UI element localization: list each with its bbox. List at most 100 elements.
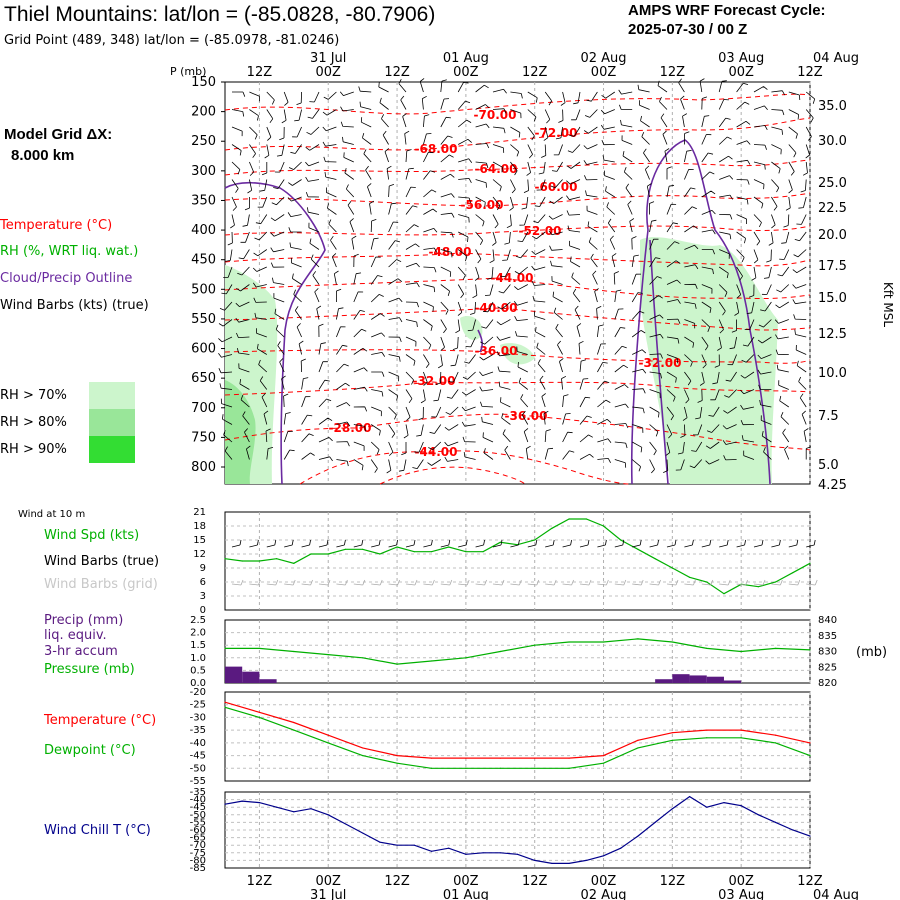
bottom-time-tick: 00Z xyxy=(453,874,479,889)
temperature-contour xyxy=(224,413,811,451)
temperature-line-point xyxy=(327,734,329,736)
legend-rh70-swatch xyxy=(89,382,135,409)
wind-speed-line-point xyxy=(534,539,536,541)
wind-speed-line-point xyxy=(602,525,605,527)
temperature-line-point xyxy=(602,754,605,757)
cloud-outline xyxy=(224,181,326,485)
top-time-tick: 12Z xyxy=(384,65,410,80)
bottom-time-tick: 12Z xyxy=(247,874,273,889)
wind-barbs-grid-row xyxy=(231,579,818,586)
temperature-line-point xyxy=(671,732,673,734)
height-axis-label: Kft MSL xyxy=(881,282,895,327)
wind-speed-line-point xyxy=(327,553,329,555)
wind-speed-line-point xyxy=(379,553,381,555)
height-tick-label: 22.5 xyxy=(818,201,847,216)
pressure-tick-label: 825 xyxy=(818,662,837,673)
pressure-line-point xyxy=(362,657,364,659)
wind-chill-line-point xyxy=(620,847,622,849)
height-tick-label: 30.0 xyxy=(818,134,847,149)
wind-chill-line-point xyxy=(362,832,364,834)
height-tick-label: 20.0 xyxy=(818,228,847,243)
wind-speed-line-point xyxy=(671,567,673,569)
wind-chill-line-point xyxy=(310,808,312,810)
pressure-tick-label: 150 xyxy=(191,75,216,90)
dewpoint-line-point xyxy=(362,754,364,757)
wind-tick-label: 6 xyxy=(200,577,206,588)
wind-speed-line-point xyxy=(224,558,226,560)
pressure-line-point xyxy=(465,657,467,659)
wind-speed-line-point xyxy=(774,581,777,583)
temp-tick-label: -40 xyxy=(190,738,206,749)
legend-rh: RH (%, WRT liq. wat.) xyxy=(0,244,139,259)
pressure-line xyxy=(225,638,811,665)
wind-speed-line-point xyxy=(482,551,484,553)
temperature-contour-label: -68.00 xyxy=(415,142,458,156)
dewpoint-line-point xyxy=(740,737,742,739)
wind-speed-line-point xyxy=(551,527,553,529)
wind-speed-line-point xyxy=(499,541,501,543)
dewpoint-line-point xyxy=(706,737,708,739)
wind-speed-line-point xyxy=(568,518,570,520)
chill-tick-label: -40 xyxy=(190,795,206,806)
temp-tick-label: -30 xyxy=(190,712,206,723)
pressure-line-point xyxy=(568,641,570,643)
wind-speed-line-point xyxy=(293,562,295,564)
prec-panel-frame xyxy=(224,619,811,684)
grid-point-info: Grid Point (489, 348) lat/lon = (-85.097… xyxy=(4,33,340,48)
precip-tick-label: 0.5 xyxy=(190,665,206,676)
bottom-time-tick: 00Z xyxy=(728,874,754,889)
pressure-line-point xyxy=(534,644,536,646)
height-tick-label: 4.25 xyxy=(818,478,847,493)
wind-chill-line-point xyxy=(276,806,278,808)
precip-bar xyxy=(225,666,243,683)
temperature-contour xyxy=(224,159,811,176)
wind-chill-line-point xyxy=(740,805,742,807)
wind-speed-line-point xyxy=(396,546,398,548)
temperature-line-point xyxy=(740,729,742,731)
temperature-contour xyxy=(379,466,526,485)
wind-chill-line-point xyxy=(482,852,484,854)
wind-speed-line-point xyxy=(413,551,415,553)
wind-speed-line-point xyxy=(757,586,759,588)
temperature-contour-label: -52.00 xyxy=(519,224,562,238)
chill-tick-label: -70 xyxy=(190,840,206,851)
temperature-line-point xyxy=(396,754,398,757)
pressure-line-point xyxy=(327,654,329,656)
top-time-tick: 00Z xyxy=(591,65,617,80)
dewpoint-line-point xyxy=(396,762,398,764)
pressure-line-point xyxy=(224,647,226,649)
rh70-region xyxy=(500,343,535,365)
pressure-line-point xyxy=(396,663,398,665)
pressure-tick-label: 450 xyxy=(191,253,216,268)
dewpoint-line-point xyxy=(671,739,673,741)
dewpoint-line-point xyxy=(774,742,777,744)
wind-speed-line-point xyxy=(448,546,450,548)
chill-tick-label: -80 xyxy=(190,855,206,866)
height-tick-label: 5.0 xyxy=(818,458,839,473)
pressure-tick-label: 820 xyxy=(818,678,837,689)
wind-chill-line-point xyxy=(465,853,467,855)
bottom-time-tick: 12Z xyxy=(660,874,686,889)
pressure-tick-label: 800 xyxy=(191,460,216,475)
wind-panel-title: Wind at 10 m xyxy=(18,509,86,520)
dewpoint-line-point xyxy=(602,762,605,764)
top-time-tick: 12Z xyxy=(797,65,823,80)
forecast-cycle-label: AMPS WRF Forecast Cycle: xyxy=(628,2,826,19)
legend-rh70-label: RH > 70% xyxy=(0,388,67,403)
wind-chill-line-point xyxy=(792,829,794,831)
precip-bar xyxy=(689,675,707,683)
top-time-tick: 12Z xyxy=(660,65,686,80)
wind-chill-line-point xyxy=(688,795,691,798)
pressure-tick-label: 550 xyxy=(191,312,216,327)
legend-rh80-label: RH > 80% xyxy=(0,415,67,430)
wind-speed-line-point xyxy=(723,593,725,595)
label-wind-barbs-grid: Wind Barbs (grid) xyxy=(44,577,158,592)
wind-chill-line-point xyxy=(534,859,536,862)
bottom-time-tick: 00Z xyxy=(591,874,617,889)
dewpoint-line-point xyxy=(430,767,433,769)
dewpoint-line-point xyxy=(327,742,329,744)
rh70-region xyxy=(640,237,778,484)
dewpoint-line-point xyxy=(293,729,295,731)
wind-speed-line-point xyxy=(620,539,622,541)
wind-speed-line-point xyxy=(585,518,587,520)
